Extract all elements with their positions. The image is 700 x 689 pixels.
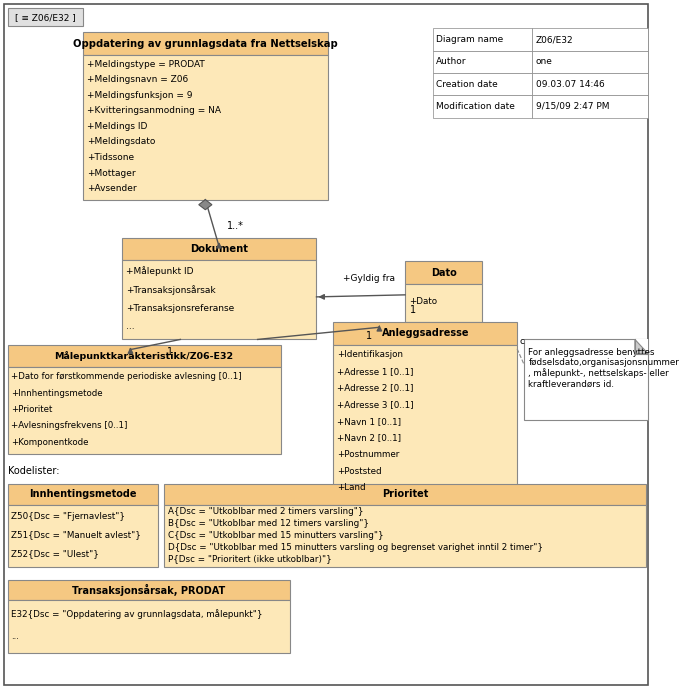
Text: +Innhentingsmetode: +Innhentingsmetode	[11, 389, 103, 398]
Text: +Adresse 1 [0..1]: +Adresse 1 [0..1]	[337, 367, 414, 376]
Text: B{Dsc = "Utkoblbar med 12 timers varsling"}: B{Dsc = "Utkoblbar med 12 timers varslin…	[168, 519, 369, 528]
Text: D{Dsc = "Utkoblbar med 15 minutters varsling og begrenset varighet inntil 2 time: D{Dsc = "Utkoblbar med 15 minutters vars…	[168, 543, 542, 552]
Text: +Meldings ID: +Meldings ID	[87, 122, 147, 131]
Text: ...: ...	[126, 322, 135, 331]
FancyBboxPatch shape	[333, 322, 517, 344]
Text: +Målepunkt ID: +Målepunkt ID	[126, 267, 194, 276]
Text: [ ≡ Z06/E32 ]: [ ≡ Z06/E32 ]	[15, 12, 76, 22]
FancyBboxPatch shape	[532, 28, 648, 51]
FancyBboxPatch shape	[8, 367, 281, 454]
Text: 1: 1	[365, 331, 372, 341]
Text: +Avlesningsfrekvens [0..1]: +Avlesningsfrekvens [0..1]	[11, 422, 127, 431]
Text: +Gyldig fra: +Gyldig fra	[343, 274, 396, 282]
Text: 1: 1	[410, 305, 416, 315]
FancyBboxPatch shape	[333, 344, 517, 500]
Polygon shape	[635, 340, 648, 353]
Text: +Komponentkode: +Komponentkode	[11, 438, 89, 447]
Text: +Navn 1 [0..1]: +Navn 1 [0..1]	[337, 417, 401, 426]
Text: Author: Author	[436, 57, 467, 66]
FancyBboxPatch shape	[532, 95, 648, 118]
Text: Prioritet: Prioritet	[382, 489, 428, 500]
Text: Z50{Dsc = "Fjernavlest"}: Z50{Dsc = "Fjernavlest"}	[11, 511, 125, 520]
Text: 9/15/09 2:47 PM: 9/15/09 2:47 PM	[536, 102, 610, 111]
Text: +Prioritet: +Prioritet	[11, 405, 52, 414]
FancyBboxPatch shape	[8, 579, 290, 600]
FancyBboxPatch shape	[8, 484, 158, 504]
Text: +Meldingstype = PRODAT: +Meldingstype = PRODAT	[87, 59, 204, 69]
FancyBboxPatch shape	[433, 28, 532, 51]
Text: For anleggsadresse benyttes
fødselsdato,organisasjonsnummer
, målepunkt-, nettse: For anleggsadresse benyttes fødselsdato,…	[528, 347, 679, 389]
Text: +Adresse 2 [0..1]: +Adresse 2 [0..1]	[337, 383, 414, 392]
FancyBboxPatch shape	[8, 8, 83, 26]
Text: +Dato for førstkommende periodiske avlesning [0..1]: +Dato for førstkommende periodiske avles…	[11, 372, 242, 381]
FancyBboxPatch shape	[122, 260, 316, 340]
FancyBboxPatch shape	[405, 261, 482, 284]
Text: one: one	[536, 57, 553, 66]
Text: P{Dsc = "Prioritert (ikke utkoblbar)"}: P{Dsc = "Prioritert (ikke utkoblbar)"}	[168, 555, 331, 564]
Text: Dokument: Dokument	[190, 245, 248, 254]
Text: A{Dsc = "Utkoblbar med 2 timers varsling"}: A{Dsc = "Utkoblbar med 2 timers varsling…	[168, 507, 363, 516]
Text: Målepunktkarakteristikk/Z06-E32: Målepunktkarakteristikk/Z06-E32	[55, 351, 234, 360]
Text: Diagram name: Diagram name	[436, 35, 503, 44]
FancyBboxPatch shape	[433, 95, 532, 118]
Text: Innhentingsmetode: Innhentingsmetode	[29, 489, 136, 500]
Text: +Navn 2 [0..1]: +Navn 2 [0..1]	[337, 433, 401, 442]
Text: +Adresse 3 [0..1]: +Adresse 3 [0..1]	[337, 400, 414, 409]
Text: ...: ...	[11, 632, 19, 641]
Text: E32{Dsc = "Oppdatering av grunnlagsdata, målepunkt"}: E32{Dsc = "Oppdatering av grunnlagsdata,…	[11, 608, 262, 619]
Text: +Dato: +Dato	[409, 297, 437, 306]
Text: +Meldingsdato: +Meldingsdato	[87, 138, 155, 147]
Text: +Meldingsfunksjon = 9: +Meldingsfunksjon = 9	[87, 91, 192, 100]
Text: +Tidssone: +Tidssone	[87, 153, 134, 162]
Text: Creation date: Creation date	[436, 80, 498, 89]
Text: Oppdatering av grunnlagsdata fra Nettselskap: Oppdatering av grunnlagsdata fra Nettsel…	[73, 39, 337, 48]
FancyBboxPatch shape	[532, 73, 648, 95]
Polygon shape	[635, 340, 648, 353]
Text: Z52{Dsc = "Ulest"}: Z52{Dsc = "Ulest"}	[11, 550, 99, 559]
Text: +Land: +Land	[337, 484, 366, 493]
FancyBboxPatch shape	[164, 484, 646, 504]
FancyBboxPatch shape	[433, 51, 532, 73]
FancyBboxPatch shape	[8, 504, 158, 568]
Text: 1: 1	[167, 347, 173, 357]
FancyBboxPatch shape	[405, 284, 482, 322]
Text: Anleggsadresse: Anleggsadresse	[382, 329, 469, 338]
Text: +Mottager: +Mottager	[87, 169, 135, 178]
Text: +Poststed: +Poststed	[337, 466, 382, 475]
Text: Z06/E32: Z06/E32	[536, 35, 573, 44]
Text: c: c	[519, 337, 524, 346]
Text: Dato: Dato	[430, 267, 456, 278]
FancyBboxPatch shape	[433, 73, 532, 95]
Text: 1..*: 1..*	[227, 221, 244, 231]
Text: C{Dsc = "Utkoblbar med 15 minutters varsling"}: C{Dsc = "Utkoblbar med 15 minutters vars…	[168, 531, 384, 540]
Text: +Kvitteringsanmodning = NA: +Kvitteringsanmodning = NA	[87, 106, 220, 115]
FancyBboxPatch shape	[524, 340, 648, 420]
Polygon shape	[199, 200, 212, 209]
Text: +Transaksjonsårsak: +Transaksjonsårsak	[126, 285, 216, 295]
Text: Modification date: Modification date	[436, 102, 515, 111]
Text: +Meldingsnavn = Z06: +Meldingsnavn = Z06	[87, 75, 188, 84]
FancyBboxPatch shape	[122, 238, 316, 260]
Text: +Postnummer: +Postnummer	[337, 450, 400, 459]
Text: Transaksjonsårsak, PRODAT: Transaksjonsårsak, PRODAT	[72, 584, 225, 596]
FancyBboxPatch shape	[83, 32, 328, 54]
FancyBboxPatch shape	[4, 4, 648, 685]
FancyBboxPatch shape	[532, 51, 648, 73]
Text: Kodelister:: Kodelister:	[8, 466, 59, 476]
Text: +Identifikasjon: +Identifikasjon	[337, 350, 403, 359]
Text: +Transaksjonsreferanse: +Transaksjonsreferanse	[126, 304, 234, 313]
Text: +Avsender: +Avsender	[87, 184, 136, 193]
Text: Z51{Dsc = "Manuelt avlest"}: Z51{Dsc = "Manuelt avlest"}	[11, 531, 141, 539]
Text: 09.03.07 14:46: 09.03.07 14:46	[536, 80, 605, 89]
FancyBboxPatch shape	[8, 344, 281, 367]
FancyBboxPatch shape	[164, 504, 646, 568]
FancyBboxPatch shape	[8, 600, 290, 652]
FancyBboxPatch shape	[83, 54, 328, 200]
